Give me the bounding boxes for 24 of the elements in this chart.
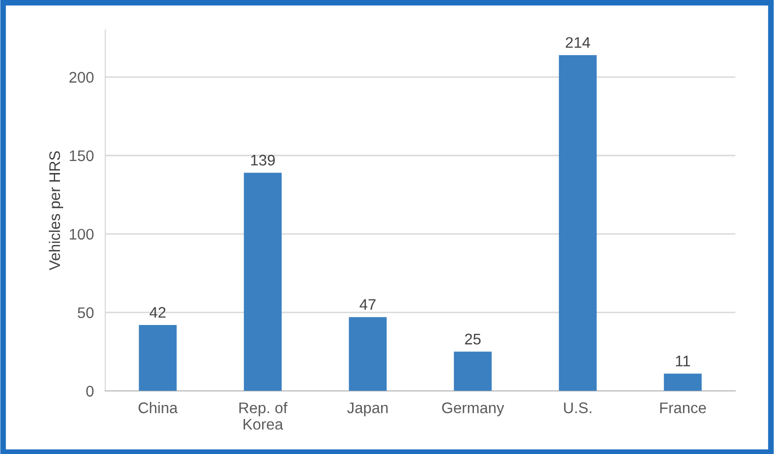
- x-tick-label: U.S.: [564, 402, 592, 414]
- data-label: 25: [465, 334, 481, 344]
- y-tick-label: 50: [78, 307, 94, 318]
- data-label: 214: [566, 37, 590, 48]
- x-tick-label: France: [660, 402, 706, 414]
- bar: [664, 374, 702, 391]
- x-tick-label: Rep. of Korea: [239, 402, 288, 430]
- data-label: 42: [150, 306, 166, 318]
- bar: [454, 352, 492, 391]
- data-label: 47: [360, 299, 376, 310]
- bar: [558, 55, 597, 391]
- x-tick-label: China: [138, 402, 178, 414]
- data-label: 139: [251, 154, 275, 166]
- x-tick-label: Japan: [347, 402, 388, 416]
- y-tick-label: 100: [70, 228, 94, 240]
- y-tick-label: 0: [86, 386, 94, 397]
- bar: [138, 324, 177, 391]
- y-tick-label: 150: [70, 150, 94, 162]
- y-axis-title: Vehicles per HRS: [48, 151, 64, 270]
- data-label: 11: [676, 356, 690, 366]
- bar: [244, 172, 282, 391]
- bar: [348, 317, 387, 391]
- y-tick-label: 200: [69, 72, 94, 83]
- x-tick-label: Germany: [442, 402, 504, 416]
